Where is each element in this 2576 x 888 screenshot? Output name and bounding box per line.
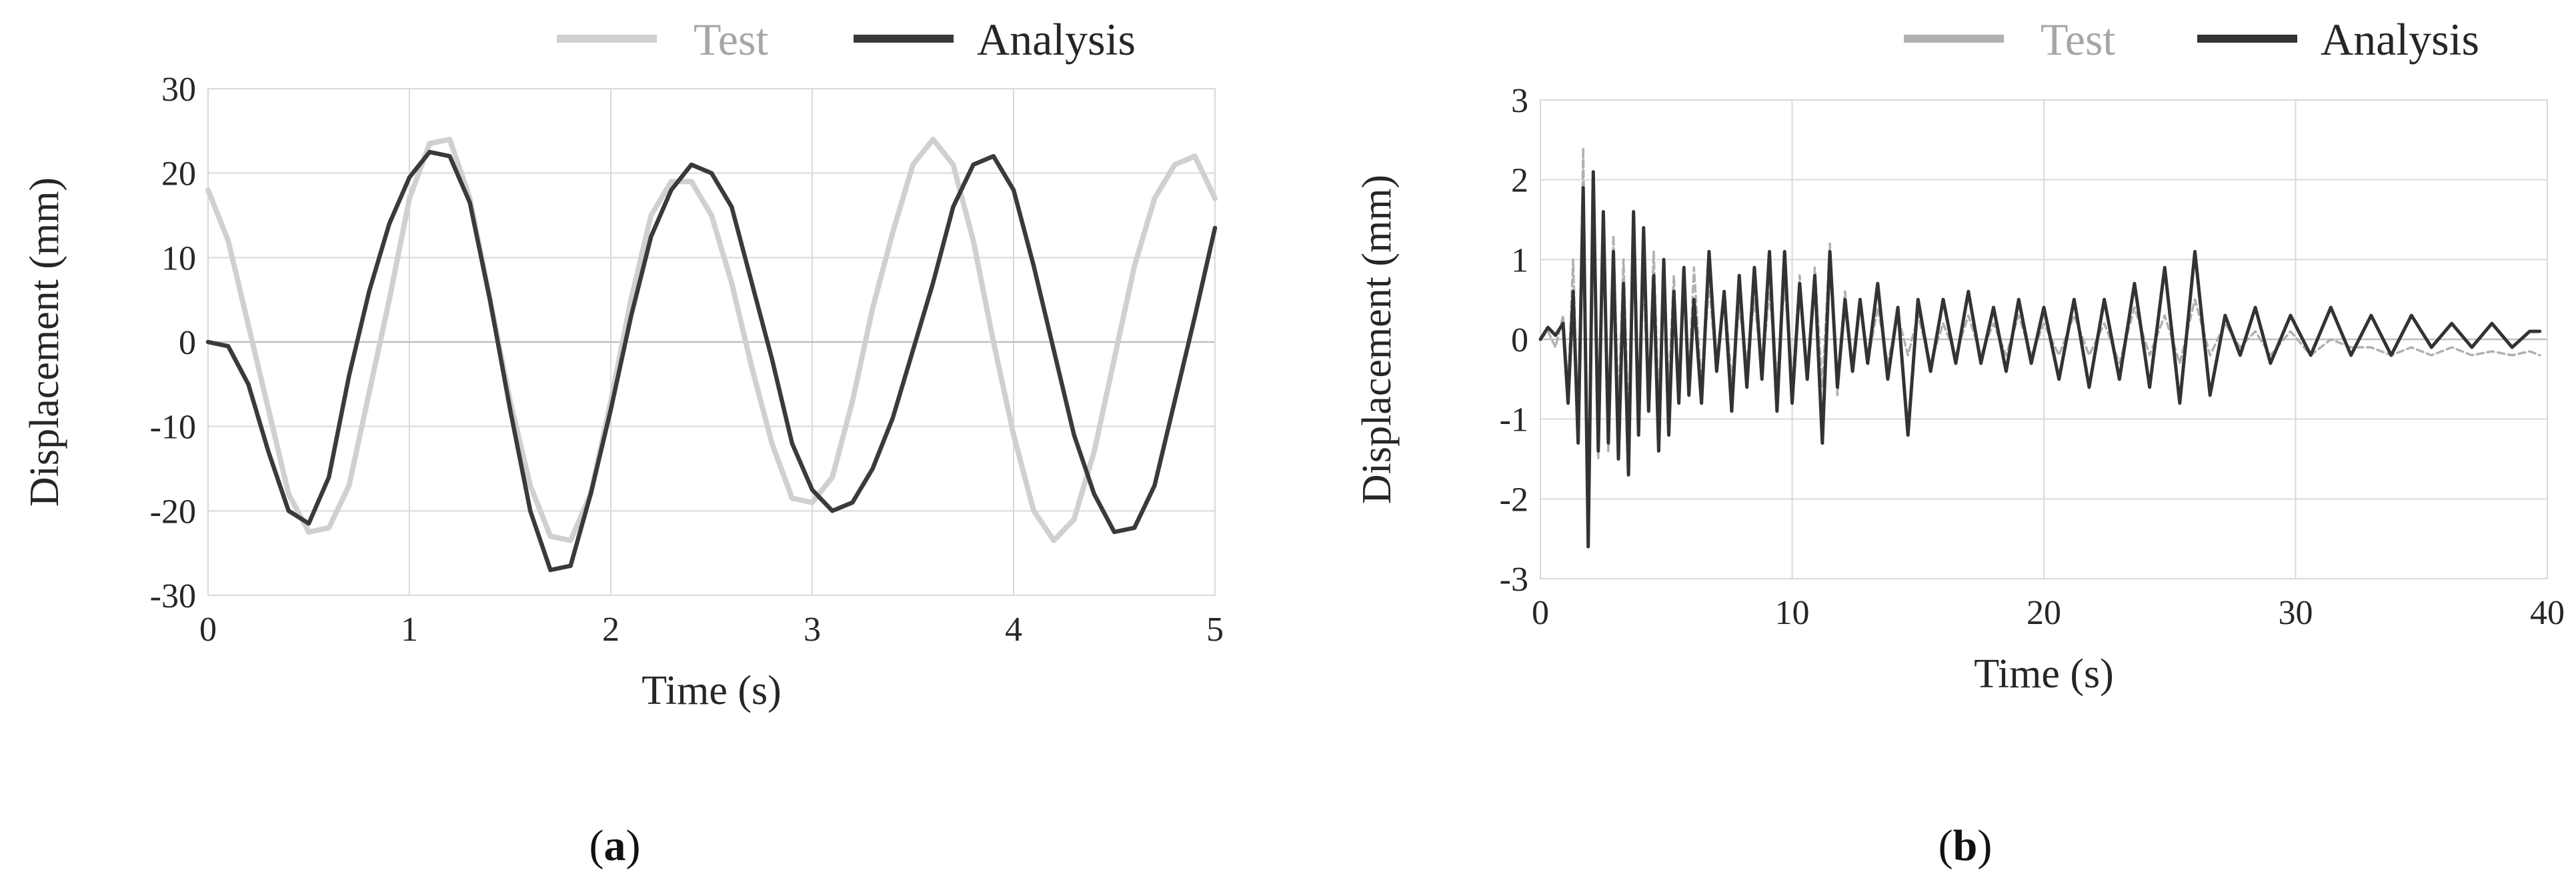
chart-b-legend-label-analysis: Analysis <box>2321 14 2479 65</box>
chart-a-x-axis-title: Time (s) <box>641 668 782 713</box>
chart-a-series-analysis-line <box>205 149 1218 573</box>
chart-a-ytick-label: -30 <box>150 577 196 615</box>
chart-b-ytick-label: -2 <box>1500 481 1528 519</box>
chart-b-y-axis-title: Displacement (mm) <box>1354 175 1400 504</box>
chart-a-legend-label-analysis: Analysis <box>977 14 1136 65</box>
chart-b-ytick-label: 2 <box>1511 162 1528 200</box>
chart-a-xtick-label: 4 <box>1005 611 1022 649</box>
chart-a-legend-label-test: Test <box>694 14 768 65</box>
chart-a-ytick-label: 20 <box>161 155 196 193</box>
chart-b-ytick-label: 3 <box>1511 82 1528 120</box>
chart-b-xtick-label: 40 <box>2530 594 2565 632</box>
chart-a-ytick-label: 30 <box>161 71 196 109</box>
chart-a-ytick-label: -10 <box>150 409 196 447</box>
chart-a-xtick-label: 3 <box>804 611 821 649</box>
chart-b-x-axis-title: Time (s) <box>1974 651 2114 697</box>
chart-a-xtick-label: 0 <box>199 611 217 649</box>
chart-b-xtick-label: 30 <box>2279 594 2313 632</box>
chart-b-series-analysis-line <box>1538 170 2542 549</box>
chart-b-legend-label-test: Test <box>2041 14 2115 65</box>
chart-b-ytick-label: 0 <box>1511 321 1528 359</box>
chart-a-xtick-label: 2 <box>602 611 619 649</box>
chart-a-y-axis-title: Displacement (mm) <box>22 177 67 507</box>
chart-b-ytick-label: -3 <box>1500 561 1528 599</box>
chart-b-panel-label: (b) <box>1939 821 1993 870</box>
chart-b-xtick-label: 20 <box>2027 594 2061 632</box>
chart-a-ytick-label: 10 <box>161 239 196 277</box>
chart-a-panel-label: (a) <box>589 821 641 870</box>
chart-b-ytick-label: -1 <box>1500 401 1528 439</box>
chart-a-xtick-label: 5 <box>1206 611 1224 649</box>
chart-b-ytick-label: 1 <box>1511 241 1528 279</box>
chart-b-xtick-label: 10 <box>1775 594 1810 632</box>
chart-a-xtick-label: 1 <box>401 611 418 649</box>
chart-a-ytick-label: -20 <box>150 493 196 531</box>
chart-a-ytick-label: 0 <box>179 324 196 362</box>
chart-a-series-test-line <box>205 137 1218 543</box>
chart-b-xtick-label: 0 <box>1532 594 1549 632</box>
